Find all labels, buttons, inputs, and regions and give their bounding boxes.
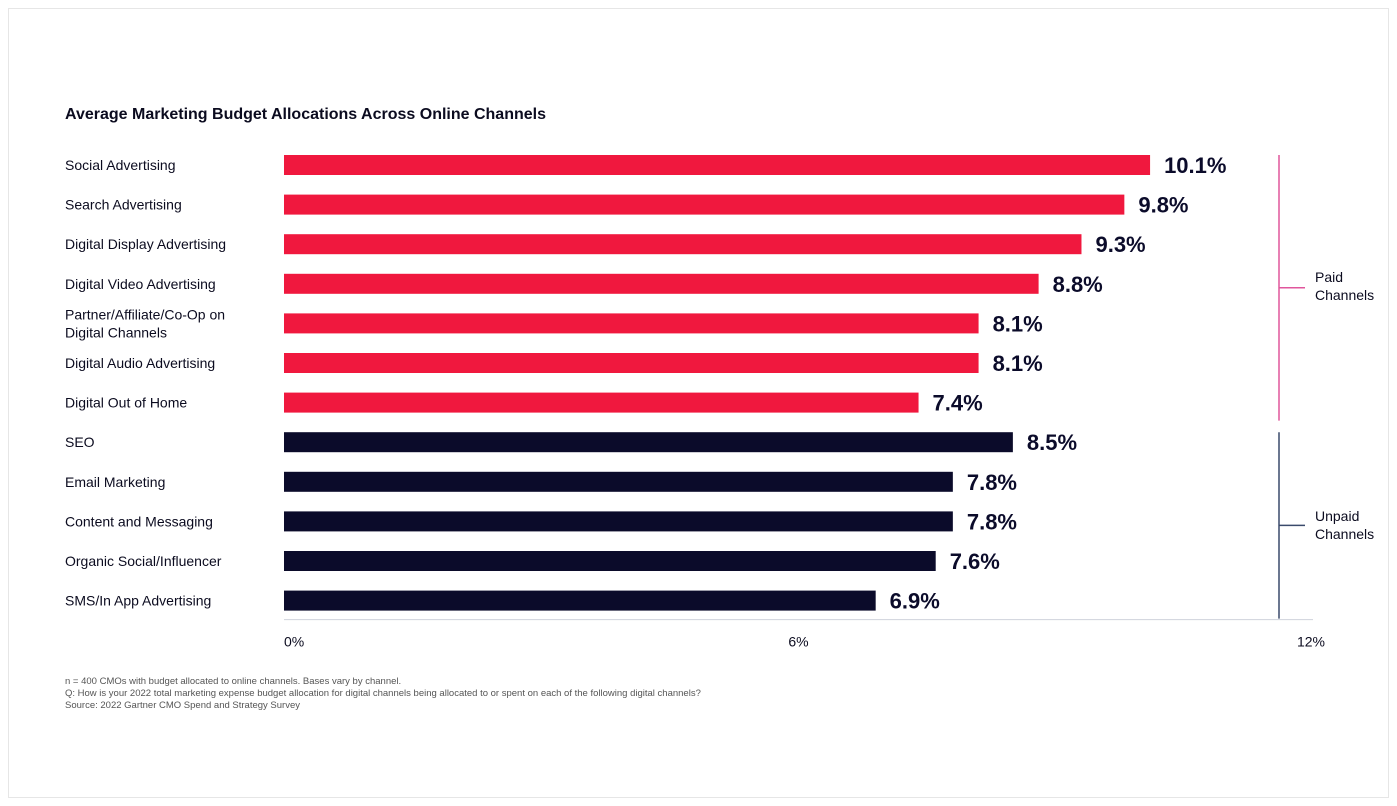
footnotes: n = 400 CMOs with budget allocated to on… [65,676,701,712]
bar [284,590,876,611]
category-label: Digital Out of Home [65,395,187,411]
value-label: 6.9% [890,589,940,614]
category-label: Partner/Affiliate/Co-Op on Digital Channe… [65,306,225,340]
bar [284,471,953,492]
value-label: 9.3% [1095,232,1145,257]
category-label: Search Advertising [65,197,182,213]
category-label: Digital Video Advertising [65,276,216,292]
bar [284,353,979,373]
category-label: Email Marketing [65,474,165,490]
group-label-unpaid: Unpaid Channels [1315,508,1375,542]
value-label: 7.6% [950,549,1000,574]
value-label: 8.8% [1053,272,1103,297]
chart-frame [8,8,1389,798]
value-label: 8.1% [993,311,1043,336]
value-label: 7.8% [967,470,1017,495]
bar [284,273,1039,294]
bar [284,313,979,334]
chart-title: Average Marketing Budget Allocations Acr… [65,106,546,123]
bar [284,432,1013,453]
category-label: Content and Messaging [65,513,213,529]
category-label: SMS/In App Advertising [65,593,211,609]
bar [284,234,1082,255]
bar [284,511,953,532]
group-label-paid: Paid Channels [1315,269,1375,303]
value-label: 7.8% [967,509,1017,534]
category-label: Social Advertising [65,157,176,173]
value-label: 10.1% [1164,153,1226,178]
bar [284,155,1151,175]
bar [284,551,936,571]
category-label: Digital Audio Advertising [65,355,215,371]
category-label: SEO [65,434,95,450]
bar [284,392,919,413]
bar [284,194,1125,215]
value-label: 9.8% [1138,193,1188,218]
value-label: 8.5% [1027,430,1077,455]
footnote-question: Q: How is your 2022 total marketing expe… [65,688,701,699]
footnote-base: n = 400 CMOs with budget allocated to on… [65,676,402,687]
value-label: 7.4% [933,391,983,416]
value-label: 8.1% [993,351,1043,376]
x-tick-label: 6% [788,634,808,650]
x-tick-label: 0% [284,634,304,650]
category-label: Organic Social/Influencer [65,553,222,569]
footnote-source: Source: 2022 Gartner CMO Spend and Strat… [65,700,300,711]
x-tick-label: 12% [1297,634,1325,650]
category-label: Digital Display Advertising [65,236,226,252]
